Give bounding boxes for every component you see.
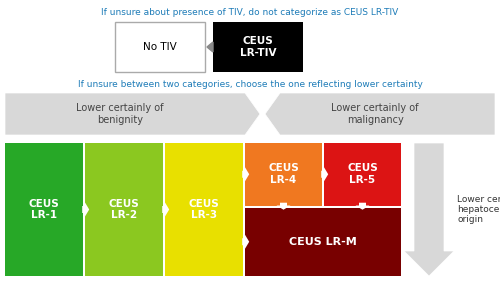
Text: If unsure about presence of TIV, do not categorize as CEUS LR-TIV: If unsure about presence of TIV, do not … xyxy=(102,8,399,17)
Polygon shape xyxy=(276,203,290,210)
Polygon shape xyxy=(242,167,249,181)
Text: CEUS
LR-5: CEUS LR-5 xyxy=(347,164,378,185)
Text: Lower certainly of
benignity: Lower certainly of benignity xyxy=(76,103,164,125)
Bar xyxy=(5,143,83,276)
Text: If unsure between two categories, choose the one reflecting lower certainty: If unsure between two categories, choose… xyxy=(78,80,422,89)
Polygon shape xyxy=(207,42,213,52)
Polygon shape xyxy=(321,167,328,181)
Polygon shape xyxy=(242,235,249,249)
Text: CEUS
LR-3: CEUS LR-3 xyxy=(188,199,220,220)
Text: Lower certainly of
hepatocellular
origin: Lower certainly of hepatocellular origin xyxy=(457,194,500,225)
Polygon shape xyxy=(265,93,495,135)
Text: CEUS
LR-4: CEUS LR-4 xyxy=(268,164,299,185)
Bar xyxy=(165,143,243,276)
Polygon shape xyxy=(162,202,169,217)
Text: CEUS
LR-TIV: CEUS LR-TIV xyxy=(240,36,276,58)
Bar xyxy=(245,143,322,206)
Polygon shape xyxy=(404,143,454,276)
Polygon shape xyxy=(356,203,370,210)
Bar xyxy=(85,143,163,276)
Bar xyxy=(115,22,205,72)
Text: No TIV: No TIV xyxy=(143,42,177,52)
Polygon shape xyxy=(5,93,260,135)
Text: Lower certainly of
malignancy: Lower certainly of malignancy xyxy=(331,103,419,125)
Bar xyxy=(324,143,401,206)
Polygon shape xyxy=(82,202,89,217)
Text: CEUS LR-M: CEUS LR-M xyxy=(289,237,357,247)
Text: CEUS
LR-2: CEUS LR-2 xyxy=(108,199,140,220)
Bar xyxy=(213,22,303,72)
Text: CEUS
LR-1: CEUS LR-1 xyxy=(28,199,60,220)
Bar xyxy=(245,208,401,276)
